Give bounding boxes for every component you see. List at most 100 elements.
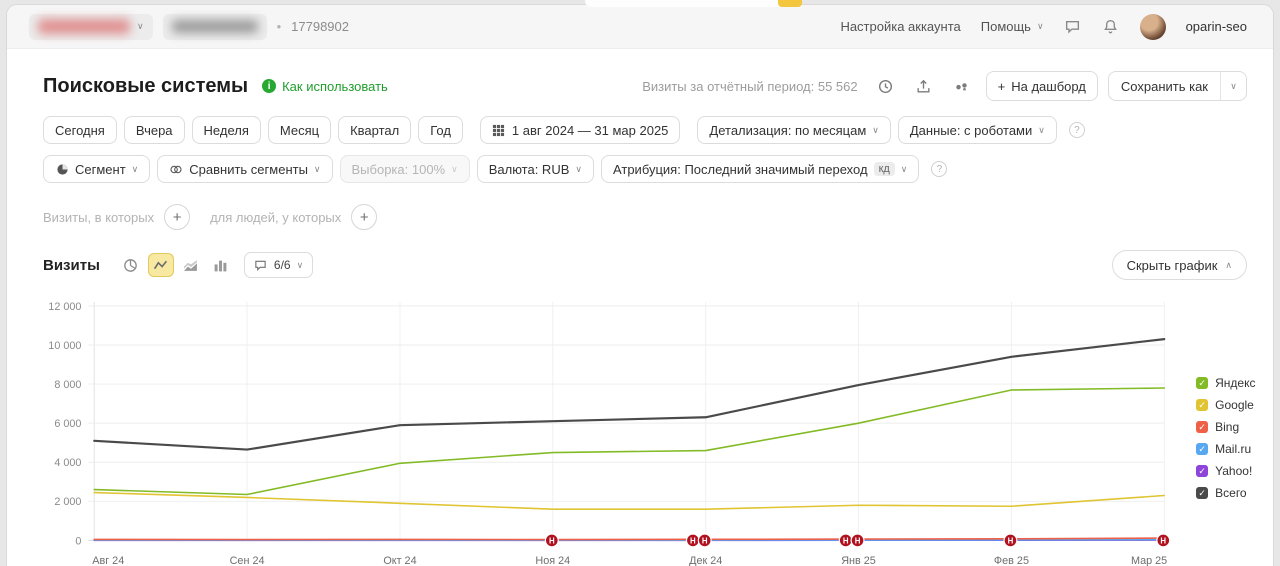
data-mode-dropdown[interactable]: Данные: с роботами ∨ bbox=[897, 116, 1057, 144]
plus-icon: + bbox=[359, 208, 369, 226]
save-as-split-button: Сохранить как ∨ bbox=[1107, 71, 1247, 101]
add-to-dashboard-button[interactable]: + На дашборд bbox=[985, 71, 1098, 101]
counter-selector[interactable]: ∨ bbox=[29, 13, 153, 40]
attribution-badge: кд bbox=[873, 162, 895, 176]
legend-label: Яндекс bbox=[1215, 376, 1256, 390]
attribution-dropdown[interactable]: Атрибуция: Последний значимый переход кд… bbox=[600, 155, 920, 183]
svg-text:Окт 24: Окт 24 bbox=[383, 555, 416, 566]
browser-edge-tab bbox=[585, 0, 799, 7]
legend-checkbox[interactable]: ✓ bbox=[1196, 377, 1209, 389]
chevron-down-icon: ∨ bbox=[137, 21, 144, 31]
svg-text:Янв 25: Янв 25 bbox=[841, 555, 876, 566]
series-count-dropdown[interactable]: 6/6 ∨ bbox=[243, 252, 314, 278]
how-to-use-link[interactable]: i Как использовать bbox=[262, 79, 388, 94]
period-button[interactable]: Вчера bbox=[123, 116, 185, 144]
chart-title: Визиты bbox=[43, 256, 100, 274]
header-actions: Визиты за отчётный период: 55 562 + Н bbox=[642, 71, 1247, 101]
detalization-dropdown[interactable]: Детализация: по месяцам ∨ bbox=[697, 116, 891, 144]
chart-type-line-icon[interactable] bbox=[147, 253, 174, 277]
hide-chart-button[interactable]: Скрыть график ∧ bbox=[1111, 250, 1247, 280]
chart-area: 0 2 000 4 000 6 000 8 000 10 000 12 000 Авг 24 С… bbox=[7, 290, 1273, 566]
svg-text:2 000: 2 000 bbox=[54, 496, 81, 508]
legend-item[interactable]: ✓ Bing bbox=[1196, 420, 1273, 434]
legend-checkbox[interactable]: ✓ bbox=[1196, 421, 1209, 433]
bell-icon[interactable] bbox=[1102, 18, 1120, 36]
legend-item[interactable]: ✓ Mail.ru bbox=[1196, 442, 1273, 456]
widgets-icon[interactable] bbox=[948, 72, 976, 100]
svg-text:Н: Н bbox=[702, 536, 708, 545]
browser-edge-accent bbox=[778, 0, 802, 7]
segment-dropdown[interactable]: Сегмент ∨ bbox=[43, 155, 151, 183]
period-button[interactable]: Неделя bbox=[191, 116, 261, 144]
legend-checkbox[interactable]: ✓ bbox=[1196, 465, 1209, 477]
svg-text:4 000: 4 000 bbox=[54, 457, 81, 469]
chart-legend: ✓ Яндекс ✓ Google ✓ Bing ✓ Mail.ru ✓ Yahoo! ✓ Всего bbox=[1196, 290, 1273, 566]
legend-checkbox[interactable]: ✓ bbox=[1196, 487, 1209, 499]
chevron-up-icon: ∧ bbox=[1225, 259, 1232, 270]
svg-text:8 000: 8 000 bbox=[54, 379, 81, 391]
save-as-menu-button[interactable]: ∨ bbox=[1220, 72, 1246, 100]
report-header: Поисковые системы i Как использовать Виз… bbox=[7, 71, 1273, 101]
chevron-down-icon: ∨ bbox=[1038, 124, 1045, 135]
currency-dropdown[interactable]: Валюта: RUB ∨ bbox=[476, 155, 594, 183]
metrica-window: ∨ • 17798902 Настройка аккаунта Помощь ∨ bbox=[7, 5, 1273, 566]
filters-row-periods: Сегодня Вчера Неделя Месяц Квартал Год 1 авг … bbox=[7, 116, 1273, 144]
chevron-down-icon: ∨ bbox=[296, 259, 304, 270]
legend-item[interactable]: ✓ Всего bbox=[1196, 486, 1273, 500]
add-people-condition-button[interactable]: + bbox=[351, 204, 378, 230]
compare-segments-dropdown[interactable]: Сравнить сегменты ∨ bbox=[157, 155, 333, 183]
legend-checkbox[interactable]: ✓ bbox=[1196, 399, 1209, 411]
period-buttons-group: Сегодня Вчера Неделя Месяц Квартал Год bbox=[43, 116, 463, 144]
svg-text:Н: Н bbox=[549, 536, 555, 545]
period-button[interactable]: Квартал bbox=[338, 116, 412, 144]
comment-icon bbox=[254, 258, 268, 272]
chart-type-area-icon[interactable] bbox=[178, 253, 204, 277]
topbar-right: Настройка аккаунта Помощь ∨ oparin-seo bbox=[840, 13, 1247, 40]
period-button[interactable]: Год bbox=[418, 116, 463, 144]
history-icon[interactable] bbox=[872, 72, 900, 100]
legend-checkbox[interactable]: ✓ bbox=[1196, 443, 1209, 455]
chart-type-columns-icon[interactable] bbox=[208, 253, 234, 277]
account-settings-link[interactable]: Настройка аккаунта bbox=[840, 19, 961, 34]
svg-text:10 000: 10 000 bbox=[48, 340, 81, 352]
legend-item[interactable]: ✓ Google bbox=[1196, 398, 1273, 412]
period-button[interactable]: Сегодня bbox=[43, 116, 117, 144]
filters-row-segments: Сегмент ∨ Сравнить сегменты ∨ Выборка: 1… bbox=[7, 155, 1273, 183]
counter-name-redacted bbox=[38, 19, 130, 34]
save-as-button[interactable]: Сохранить как bbox=[1120, 78, 1208, 94]
svg-text:Авг 24: Авг 24 bbox=[92, 555, 124, 566]
svg-text:Фев 25: Фев 25 bbox=[994, 555, 1029, 566]
add-visit-condition-button[interactable]: + bbox=[164, 204, 191, 230]
period-button[interactable]: Месяц bbox=[267, 116, 332, 144]
visits-chart[interactable]: 0 2 000 4 000 6 000 8 000 10 000 12 000 Авг 24 С… bbox=[43, 290, 1172, 566]
svg-text:Н: Н bbox=[1008, 536, 1014, 545]
legend-label: Mail.ru bbox=[1215, 442, 1252, 456]
report-page: Поисковые системы i Как использовать Виз… bbox=[7, 71, 1273, 566]
svg-text:6 000: 6 000 bbox=[54, 418, 81, 430]
legend-item[interactable]: ✓ Yahoo! bbox=[1196, 464, 1273, 478]
legend-item[interactable]: ✓ Яндекс bbox=[1196, 376, 1273, 390]
date-range-button[interactable]: 1 авг 2024 — 31 мар 2025 bbox=[479, 116, 681, 144]
sampling-dropdown[interactable]: Выборка: 100% ∨ bbox=[339, 155, 470, 183]
chart-type-pie-icon[interactable] bbox=[118, 253, 144, 277]
plus-icon: + bbox=[172, 208, 182, 226]
export-icon[interactable] bbox=[910, 72, 938, 100]
username[interactable]: oparin-seo bbox=[1185, 19, 1247, 34]
help-icon[interactable]: ? bbox=[1068, 122, 1085, 138]
avatar[interactable] bbox=[1139, 13, 1166, 40]
counter-id: 17798902 bbox=[291, 19, 349, 34]
help-menu[interactable]: Помощь ∨ bbox=[980, 19, 1044, 34]
visits-in-label: Визиты, в которых bbox=[43, 209, 155, 225]
help-icon[interactable]: ? bbox=[931, 161, 948, 177]
chevron-down-icon: ∨ bbox=[900, 163, 908, 174]
visits-period-value: 55 562 bbox=[817, 78, 858, 94]
svg-text:Мар 25: Мар 25 bbox=[1131, 555, 1167, 566]
chat-icon[interactable] bbox=[1064, 18, 1082, 36]
legend-label: Bing bbox=[1215, 420, 1240, 434]
site-url-redacted bbox=[171, 20, 258, 33]
chart-header: Визиты bbox=[7, 250, 1273, 280]
svg-text:Сен 24: Сен 24 bbox=[230, 555, 265, 566]
legend-label: Yahoo! bbox=[1215, 464, 1253, 478]
chevron-down-icon: ∨ bbox=[451, 163, 458, 174]
